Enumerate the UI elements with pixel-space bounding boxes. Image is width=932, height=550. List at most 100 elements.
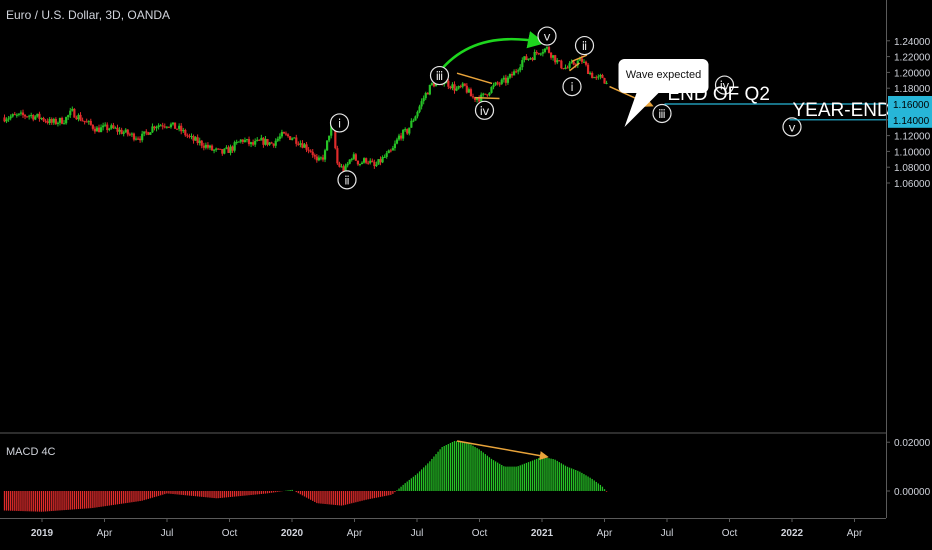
candle — [422, 95, 425, 105]
candle-body — [356, 160, 360, 165]
candle-body — [56, 122, 60, 124]
wave-label: ⅱ — [574, 35, 595, 56]
candle-body — [348, 159, 351, 164]
candle — [266, 138, 269, 147]
x-tick-label: 2020 — [281, 528, 304, 539]
candle — [293, 137, 296, 139]
y-tick: 1.24000 — [886, 37, 931, 48]
x-tick-label: Jul — [161, 528, 174, 539]
candle-body — [122, 132, 125, 134]
candle-body — [601, 74, 604, 79]
wave-label-text: ⅴ — [788, 120, 795, 134]
candle-body — [151, 126, 154, 133]
candle-body — [521, 60, 524, 68]
candle — [54, 117, 57, 126]
candle-body — [383, 156, 386, 158]
candle — [414, 115, 417, 121]
candle-body — [586, 64, 590, 74]
x-tick: Apr — [347, 518, 363, 539]
candle — [157, 123, 160, 130]
candle — [126, 129, 129, 137]
candle — [95, 125, 99, 132]
candle — [313, 153, 316, 160]
candle — [60, 116, 64, 125]
candle-body — [591, 72, 594, 78]
candle-body — [196, 137, 199, 144]
candle — [99, 124, 103, 133]
y-tick-label: 1.22000 — [894, 53, 931, 64]
wave-label-circle — [714, 75, 735, 95]
candle-body — [44, 120, 47, 122]
candle-body — [525, 56, 528, 60]
candle — [128, 132, 131, 137]
candle-body — [7, 118, 10, 120]
candle-body — [237, 141, 240, 143]
wave-label-circle — [337, 170, 357, 190]
wave-label-circle — [474, 100, 495, 120]
candle-body — [603, 78, 606, 84]
candle — [217, 148, 220, 150]
candle — [533, 49, 536, 61]
candle-body — [190, 136, 193, 138]
candle-body — [91, 124, 94, 129]
candle-body — [215, 148, 218, 150]
candle-body — [461, 83, 464, 87]
candle-body — [373, 161, 376, 167]
green-trend-arrow — [438, 31, 546, 73]
candle-body — [492, 85, 495, 88]
candle-body — [537, 53, 540, 55]
candle — [26, 116, 29, 118]
candle — [451, 82, 454, 91]
x-tick: Jul — [661, 518, 673, 539]
wave-label: ⅴ — [537, 26, 557, 46]
candle — [420, 98, 423, 110]
candle-body — [459, 86, 462, 88]
candle — [71, 106, 74, 112]
candle-body — [344, 165, 347, 173]
candle — [570, 59, 573, 64]
candle — [141, 130, 144, 143]
candle-body — [397, 135, 401, 140]
candle — [599, 73, 602, 80]
candle — [568, 61, 571, 71]
candle — [418, 104, 421, 114]
candle — [556, 58, 559, 65]
candle — [506, 75, 510, 85]
candle — [478, 95, 481, 104]
candle — [317, 155, 320, 162]
candle — [91, 124, 94, 131]
x-tick-label: Jul — [411, 528, 424, 539]
y-tick: 1.12000 — [886, 132, 931, 143]
candle — [586, 62, 590, 74]
candle — [190, 133, 193, 140]
candle-body — [432, 83, 436, 87]
candle — [350, 157, 353, 162]
candle-body — [297, 143, 300, 145]
candle-body — [416, 111, 419, 117]
candle — [124, 128, 127, 133]
x-tick: Oct — [222, 518, 237, 539]
candle — [62, 120, 66, 125]
candles-layer — [3, 45, 608, 174]
wave-line — [456, 72, 493, 85]
x-tick-label: Apr — [597, 528, 613, 539]
candle — [519, 64, 522, 73]
candle — [239, 138, 242, 144]
x-tick-label: Apr — [847, 528, 863, 539]
wave-label-text: ⅱ — [582, 39, 588, 53]
candle-body — [270, 142, 273, 144]
candle — [566, 65, 569, 69]
candle-body — [143, 131, 146, 134]
candle — [297, 141, 300, 146]
candle-body — [108, 128, 111, 130]
candle — [212, 149, 216, 154]
candle-body — [106, 124, 109, 130]
candle — [200, 139, 203, 149]
candle-body — [202, 145, 205, 148]
callout-text: Wave expected — [626, 69, 701, 81]
candle-body — [478, 98, 481, 102]
level-line: END OF Q2 — [664, 84, 886, 105]
candle-body — [367, 162, 370, 164]
